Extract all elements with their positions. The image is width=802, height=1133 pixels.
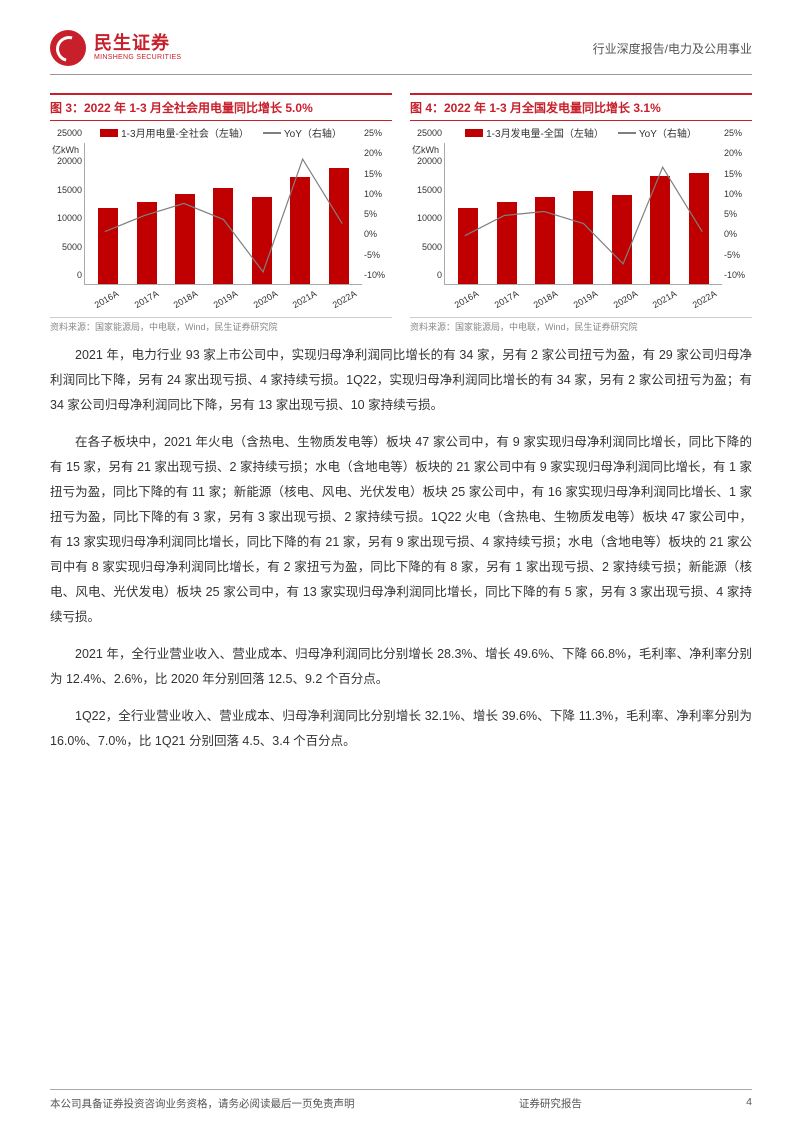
y-axis-right: -10%-5%0%5%10%15%20%25%	[362, 143, 392, 285]
paragraph: 2021 年，全行业营业收入、营业成本、归母净利润同比分别增长 28.3%、增长…	[50, 642, 752, 692]
paragraph: 2021 年，电力行业 93 家上市公司中，实现归母净利润同比增长的有 34 家…	[50, 343, 752, 418]
y-axis-left: 0500010000150002000025000	[50, 143, 84, 285]
footer-page-number: 4	[746, 1096, 752, 1111]
legend-line: YoY（右轴）	[618, 125, 697, 140]
y-axis-left: 0500010000150002000025000	[410, 143, 444, 285]
paragraph: 在各子板块中，2021 年火电（含热电、生物质发电等）板块 47 家公司中，有 …	[50, 430, 752, 630]
chart-4-source: 资料来源：国家能源局，中电联，Wind，民生证券研究院	[410, 317, 752, 333]
paragraph: 1Q22，全行业营业收入、营业成本、归母净利润同比分别增长 32.1%、增长 3…	[50, 704, 752, 754]
legend-bar: 1-3月发电量-全国（左轴）	[465, 125, 604, 140]
plot-area	[444, 143, 722, 285]
chart-3: 图 3：2022 年 1-3 月全社会用电量同比增长 5.0% 1-3月用电量-…	[50, 93, 392, 333]
chart-3-source: 资料来源：国家能源局，中电联，Wind，民生证券研究院	[50, 317, 392, 333]
legend-line: YoY（右轴）	[263, 125, 342, 140]
header-category: 行业深度报告/电力及公用事业	[593, 40, 752, 57]
logo-icon	[50, 30, 86, 66]
x-axis-labels: 2016A2017A2018A2019A2020A2021A2022A	[444, 287, 722, 315]
footer-report-type: 证券研究报告	[519, 1096, 582, 1111]
page-header: 民生证券 MINSHENG SECURITIES 行业深度报告/电力及公用事业	[50, 30, 752, 75]
y-axis-right: -10%-5%0%5%10%15%20%25%	[722, 143, 752, 285]
body-text: 2021 年，电力行业 93 家上市公司中，实现归母净利润同比增长的有 34 家…	[50, 343, 752, 754]
yoy-line	[85, 143, 362, 284]
legend-bar: 1-3月用电量-全社会（左轴）	[100, 125, 249, 140]
logo: 民生证券 MINSHENG SECURITIES	[50, 30, 181, 66]
chart-3-title: 图 3：2022 年 1-3 月全社会用电量同比增长 5.0%	[50, 93, 392, 121]
x-axis-labels: 2016A2017A2018A2019A2020A2021A2022A	[84, 287, 362, 315]
footer-disclaimer: 本公司具备证券投资咨询业务资格，请务必阅读最后一页免责声明	[50, 1096, 355, 1111]
logo-text-en: MINSHENG SECURITIES	[94, 54, 181, 62]
logo-text-cn: 民生证券	[94, 34, 181, 54]
chart-4-title: 图 4：2022 年 1-3 月全国发电量同比增长 3.1%	[410, 93, 752, 121]
yoy-line	[445, 143, 722, 284]
page-footer: 本公司具备证券投资咨询业务资格，请务必阅读最后一页免责声明 证券研究报告 4	[50, 1089, 752, 1111]
plot-area	[84, 143, 362, 285]
chart-4: 图 4：2022 年 1-3 月全国发电量同比增长 3.1% 1-3月发电量-全…	[410, 93, 752, 333]
